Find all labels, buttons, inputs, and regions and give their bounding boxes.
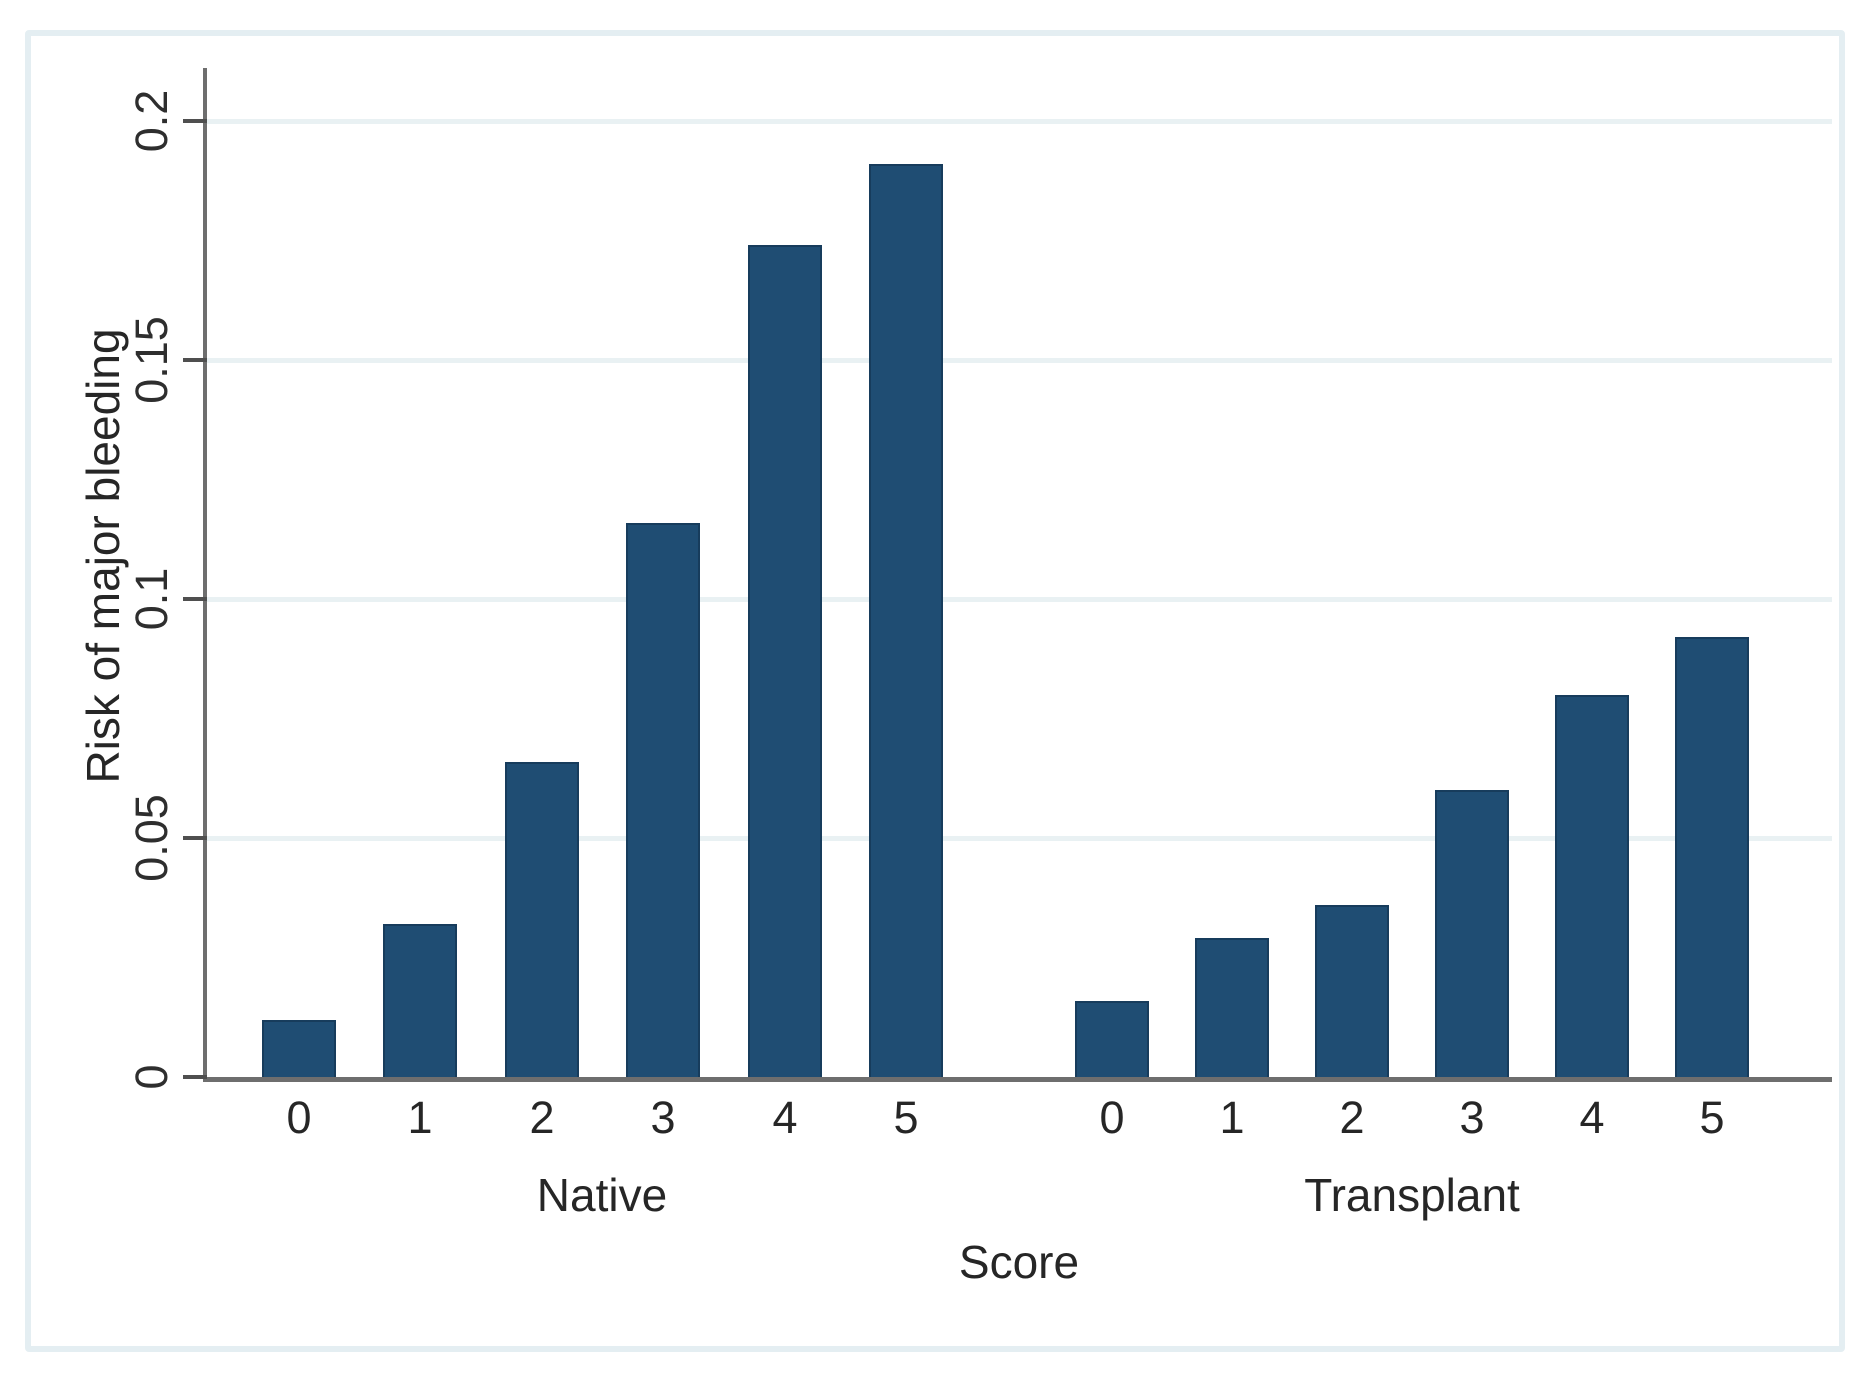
x-tick-label-native-2: 2: [529, 1092, 555, 1143]
y-tick-label-0.2: 0.2: [126, 89, 177, 153]
bar-native-2: [505, 762, 579, 1077]
bar-transplant-4: [1555, 695, 1629, 1077]
y-tick-0.2: [183, 119, 207, 123]
x-axis-title: Score: [958, 1236, 1080, 1288]
bar-native-4: [748, 245, 822, 1077]
y-axis-title: Risk of major bleeding: [77, 328, 129, 784]
y-tick-0: [183, 1075, 207, 1079]
bar-native-3: [626, 523, 700, 1077]
bar-native-0: [262, 1020, 336, 1077]
x-tick-label-native-5: 5: [893, 1092, 919, 1143]
y-tick-0.1: [183, 597, 207, 601]
y-tick-label-0.1: 0.1: [126, 567, 177, 631]
bar-transplant-2: [1315, 905, 1389, 1077]
x-tick-label-native-4: 4: [772, 1092, 798, 1143]
bar-native-1: [383, 924, 457, 1077]
y-tick-label-0.15: 0.15: [126, 316, 177, 404]
x-tick-label-native-3: 3: [650, 1092, 676, 1143]
x-tick-label-transplant-0: 0: [1099, 1092, 1125, 1143]
x-tick-label-native-0: 0: [286, 1092, 312, 1143]
x-tick-label-native-1: 1: [407, 1092, 433, 1143]
gridline-0.1: [207, 597, 1832, 602]
y-tick-0.05: [183, 836, 207, 840]
bar-transplant-0: [1075, 1001, 1149, 1077]
y-axis-line: [203, 68, 207, 1081]
y-tick-label-0: 0: [126, 1064, 177, 1090]
x-tick-label-transplant-4: 4: [1579, 1092, 1605, 1143]
x-tick-label-transplant-1: 1: [1219, 1092, 1245, 1143]
gridline-0.2: [207, 119, 1832, 124]
y-tick-label-0.05: 0.05: [126, 794, 177, 882]
plot-area: [207, 68, 1832, 1077]
bar-transplant-1: [1195, 938, 1269, 1077]
gridline-0.05: [207, 836, 1832, 841]
group-label-transplant: Transplant: [1304, 1169, 1520, 1221]
y-tick-0.15: [183, 358, 207, 362]
bar-transplant-3: [1435, 790, 1509, 1077]
x-axis-line: [203, 1077, 1832, 1082]
bar-transplant-5: [1675, 637, 1749, 1077]
x-tick-label-transplant-3: 3: [1459, 1092, 1485, 1143]
group-label-native: Native: [536, 1169, 668, 1221]
bar-native-5: [869, 164, 943, 1077]
x-tick-label-transplant-2: 2: [1339, 1092, 1365, 1143]
x-tick-label-transplant-5: 5: [1699, 1092, 1725, 1143]
gridline-0.15: [207, 358, 1832, 363]
